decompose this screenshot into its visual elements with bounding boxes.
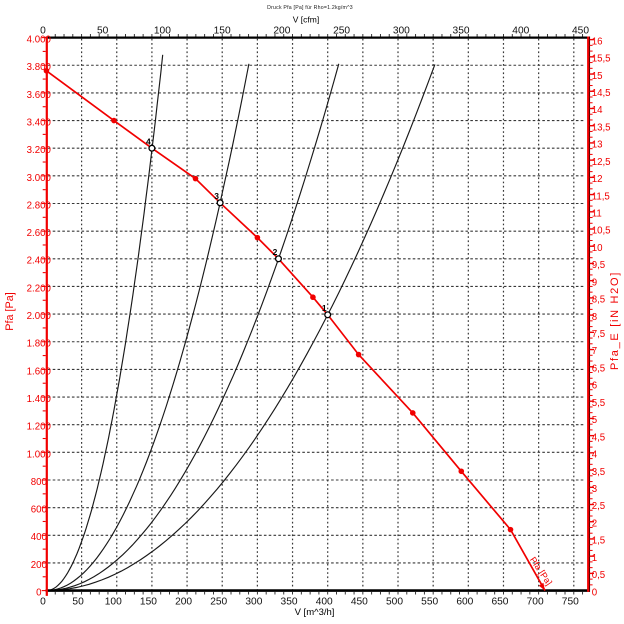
svg-text:250: 250: [210, 597, 227, 608]
svg-text:11,5: 11,5: [592, 191, 610, 202]
svg-text:14: 14: [592, 105, 603, 116]
svg-text:2: 2: [592, 518, 597, 529]
svg-text:2: 2: [273, 247, 278, 257]
svg-text:0: 0: [36, 588, 42, 599]
svg-text:4,5: 4,5: [592, 432, 605, 443]
svg-text:200: 200: [175, 597, 192, 608]
svg-text:6,5: 6,5: [592, 363, 605, 374]
svg-text:0: 0: [40, 25, 46, 36]
svg-text:7: 7: [592, 346, 597, 357]
svg-text:2.800: 2.800: [27, 200, 52, 211]
svg-text:600: 600: [31, 505, 48, 516]
svg-text:1.200: 1.200: [27, 422, 52, 433]
svg-text:1,5: 1,5: [592, 536, 605, 547]
svg-text:3.600: 3.600: [27, 90, 52, 101]
svg-text:1: 1: [322, 303, 327, 313]
svg-text:350: 350: [281, 597, 298, 608]
svg-text:12: 12: [592, 174, 603, 185]
svg-text:150: 150: [140, 597, 157, 608]
svg-text:500: 500: [386, 597, 403, 608]
svg-text:50: 50: [72, 597, 84, 608]
svg-text:V [cfm]: V [cfm]: [293, 15, 319, 25]
svg-text:300: 300: [393, 25, 410, 36]
svg-text:Pfa_E [iN H2O]: Pfa_E [iN H2O]: [609, 271, 621, 370]
svg-text:5,5: 5,5: [592, 398, 605, 409]
svg-text:12,5: 12,5: [592, 157, 611, 168]
svg-text:400: 400: [316, 597, 333, 608]
svg-text:10: 10: [592, 243, 603, 254]
svg-text:1.400: 1.400: [27, 394, 52, 405]
svg-text:3: 3: [592, 484, 597, 495]
svg-text:300: 300: [245, 597, 262, 608]
svg-text:3.400: 3.400: [27, 117, 52, 128]
svg-text:8,5: 8,5: [592, 295, 605, 306]
svg-text:3.200: 3.200: [27, 145, 52, 156]
svg-text:450: 450: [351, 597, 368, 608]
svg-text:400: 400: [512, 25, 529, 36]
svg-text:200: 200: [31, 560, 48, 571]
svg-text:100: 100: [105, 597, 122, 608]
svg-text:10,5: 10,5: [592, 226, 611, 237]
svg-text:15: 15: [592, 71, 603, 82]
svg-text:4: 4: [146, 136, 151, 146]
svg-text:7,5: 7,5: [592, 329, 605, 340]
svg-text:Druck Pfa [Pa] für Rho=1.2kg/m: Druck Pfa [Pa] für Rho=1.2kg/m^3: [267, 5, 353, 11]
svg-text:3.000: 3.000: [27, 173, 52, 184]
svg-text:1.000: 1.000: [27, 449, 52, 460]
svg-text:0,5: 0,5: [592, 570, 605, 581]
svg-text:2,5: 2,5: [592, 501, 605, 512]
svg-text:200: 200: [273, 25, 290, 36]
svg-text:9,5: 9,5: [592, 260, 605, 271]
svg-text:13: 13: [592, 140, 603, 151]
svg-text:0: 0: [592, 587, 598, 598]
svg-text:800: 800: [31, 477, 48, 488]
svg-text:13,5: 13,5: [592, 122, 611, 133]
svg-text:14,5: 14,5: [592, 88, 611, 99]
svg-text:11: 11: [592, 209, 602, 220]
svg-text:4: 4: [592, 450, 598, 461]
svg-text:250: 250: [333, 25, 350, 36]
svg-text:50: 50: [97, 25, 109, 36]
svg-text:3.800: 3.800: [27, 62, 52, 73]
svg-text:5: 5: [592, 415, 597, 426]
svg-text:550: 550: [421, 597, 438, 608]
svg-text:3: 3: [214, 191, 219, 201]
svg-text:9: 9: [592, 277, 597, 288]
svg-text:350: 350: [453, 25, 470, 36]
svg-text:600: 600: [456, 597, 473, 608]
svg-text:3,5: 3,5: [592, 467, 605, 478]
svg-text:2.000: 2.000: [27, 311, 52, 322]
svg-text:V [m^3/h]: V [m^3/h]: [295, 607, 335, 618]
svg-text:0: 0: [40, 597, 46, 608]
svg-text:700: 700: [527, 597, 544, 608]
svg-text:400: 400: [31, 532, 48, 543]
svg-text:1.600: 1.600: [27, 366, 52, 377]
svg-text:1.800: 1.800: [27, 339, 52, 350]
svg-text:Pfa [Pa]: Pfa [Pa]: [4, 292, 16, 330]
svg-text:1: 1: [592, 553, 597, 564]
svg-text:2.200: 2.200: [27, 283, 52, 294]
svg-text:100: 100: [154, 25, 171, 36]
svg-text:4.000: 4.000: [27, 35, 52, 46]
svg-text:150: 150: [214, 25, 231, 36]
svg-text:450: 450: [572, 25, 589, 36]
svg-text:6: 6: [592, 381, 597, 392]
svg-text:650: 650: [491, 597, 508, 608]
svg-text:2.400: 2.400: [27, 256, 52, 267]
svg-text:16: 16: [592, 36, 603, 47]
svg-text:2.600: 2.600: [27, 228, 52, 239]
svg-text:15,5: 15,5: [592, 54, 611, 65]
svg-text:8: 8: [592, 312, 597, 323]
svg-text:750: 750: [562, 597, 579, 608]
